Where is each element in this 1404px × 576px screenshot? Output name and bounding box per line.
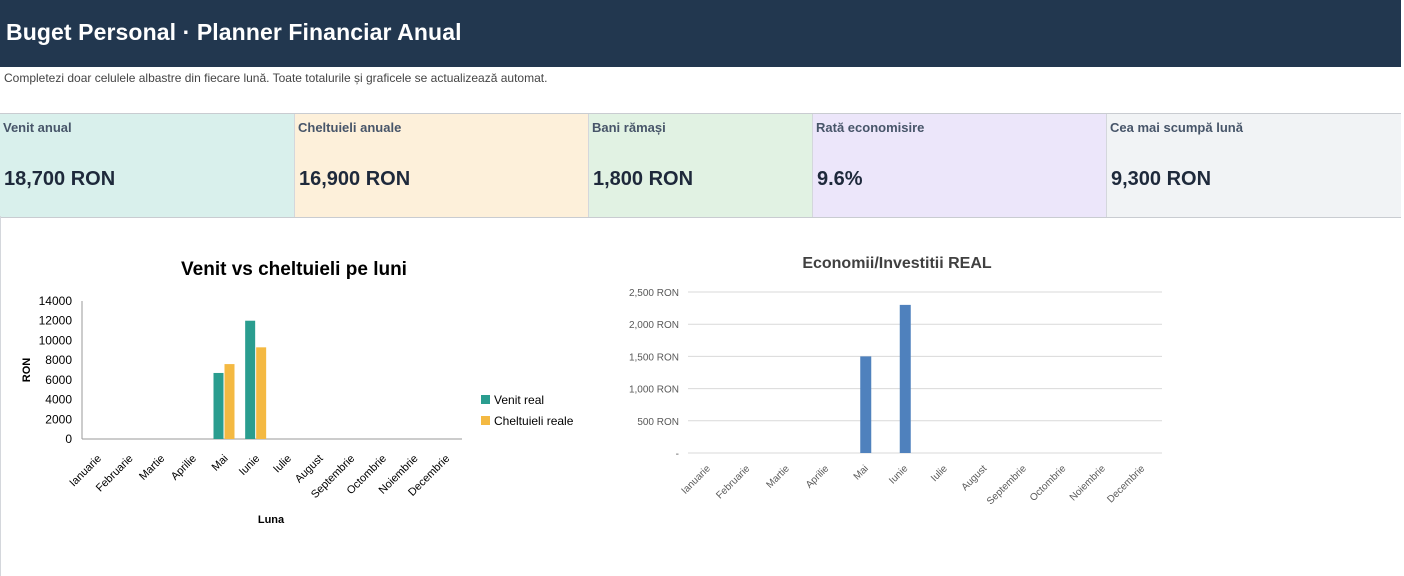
kpi-label: Rată economisire <box>816 120 925 135</box>
x-axis-label: Luna <box>258 514 285 526</box>
savings-investments-chart-svg: Economii/Investitii REAL - 500 RON 1,000 RO… <box>629 255 1162 507</box>
y-tick-label: 6000 <box>45 373 72 387</box>
kpi-value: 16,900 RON <box>299 168 411 190</box>
page-title: Buget Personal · Planner Financiar Anual <box>6 19 462 45</box>
app-header: Buget Personal · Planner Financiar Anual <box>0 0 1401 67</box>
bar-savings <box>860 356 872 453</box>
kpi-value: 9.6% <box>817 168 863 190</box>
legend-label: Cheltuieli reale <box>494 414 574 428</box>
income-vs-expenses-chart[interactable]: Venit vs cheltuieli pe luni 0 2000 4000 6000… <box>8 245 598 545</box>
x-tick-label: Ianuarie <box>680 463 714 497</box>
x-tick-label: Decembrie <box>1105 463 1147 505</box>
x-tick-label: Aprilie <box>804 463 832 491</box>
x-tick-label: Mai <box>852 463 871 482</box>
kpi-card-savings-rate: Rată economisire 9.6% <box>813 114 1107 217</box>
savings-investments-chart[interactable]: Economii/Investitii REAL - 500 RON 1,000 RO… <box>620 245 1180 535</box>
legend-swatch <box>481 395 490 404</box>
y-tick-label: 2000 <box>45 412 72 426</box>
x-tick-label: Iulie <box>271 453 294 476</box>
x-tick-label: Martie <box>764 463 792 491</box>
x-tick-label: Iulie <box>929 463 950 484</box>
legend-label: Venit real <box>494 393 544 407</box>
sheet-left-border <box>0 216 1 576</box>
bar-savings <box>899 304 911 453</box>
x-tick-label: Noiembrie <box>1068 463 1108 503</box>
x-tick-label: Martie <box>137 453 167 483</box>
y-tick-label: 12000 <box>39 314 73 328</box>
kpi-label: Bani rămași <box>592 120 666 135</box>
kpi-label: Cheltuieli anuale <box>298 120 402 135</box>
kpi-value: 18,700 RON <box>4 168 116 190</box>
kpi-label: Cea mai scumpă lună <box>1110 120 1243 135</box>
kpi-value: 1,800 RON <box>593 168 694 190</box>
x-tick-label: Iunie <box>237 453 262 478</box>
chart-title: Venit vs cheltuieli pe luni <box>181 259 407 280</box>
x-tick-label: Februarie <box>714 463 752 501</box>
y-tick-label: - <box>676 449 679 460</box>
x-tick-label: August <box>960 463 990 493</box>
instructions-text: Completezi doar celulele albastre din fi… <box>4 71 548 85</box>
kpi-card-annual-income: Venit anual 18,700 RON <box>0 114 295 217</box>
y-tick-label: 10000 <box>39 333 73 347</box>
kpi-label: Venit anual <box>3 120 72 135</box>
x-tick-label: Aprilie <box>169 453 199 483</box>
bar-expenses <box>224 364 235 439</box>
bar-income <box>213 372 224 439</box>
x-tick-label: Octombrie <box>1028 463 1069 504</box>
kpi-card-annual-expenses: Cheltuieli anuale 16,900 RON <box>295 114 589 217</box>
x-tick-label: Septembrie <box>985 463 1029 507</box>
bar-expenses <box>256 347 267 439</box>
y-tick-label: 2,500 RON <box>629 288 679 299</box>
y-tick-label: 2,000 RON <box>629 320 679 331</box>
x-tick-label: Mai <box>210 453 231 474</box>
income-vs-expenses-chart-svg: Venit vs cheltuieli pe luni 0 2000 4000 6000… <box>21 259 574 526</box>
legend-swatch <box>481 416 490 425</box>
y-tick-label: 500 RON <box>637 417 679 428</box>
x-tick-label: Iunie <box>887 463 910 486</box>
y-tick-label: 4000 <box>45 393 72 407</box>
kpi-row: Venit anual 18,700 RON Cheltuieli anuale… <box>0 113 1401 218</box>
y-tick-label: 14000 <box>39 294 73 308</box>
chart-title: Economii/Investitii REAL <box>802 255 992 272</box>
bar-income <box>245 320 256 439</box>
kpi-card-money-left: Bani rămași 1,800 RON <box>589 114 813 217</box>
y-tick-label: 0 <box>65 432 72 446</box>
y-tick-label: 1,500 RON <box>629 352 679 363</box>
y-axis-label: RON <box>21 358 33 383</box>
y-tick-label: 1,000 RON <box>629 385 679 396</box>
kpi-card-most-expensive-month: Cea mai scumpă lună 9,300 RON <box>1107 114 1401 217</box>
y-tick-label: 8000 <box>45 353 72 367</box>
kpi-value: 9,300 RON <box>1111 168 1212 190</box>
